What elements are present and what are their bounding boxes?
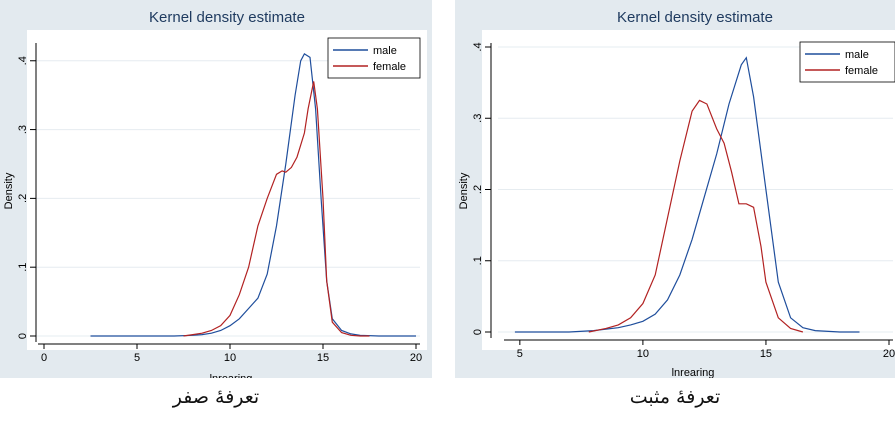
- legend-label-male: male: [373, 45, 397, 57]
- legend-box: [327, 37, 421, 79]
- x-axis-label: lnrearing: [210, 373, 253, 378]
- series-line-male: [514, 56, 860, 333]
- legend-label-female: female: [845, 65, 878, 77]
- legend-label-male: male: [845, 49, 869, 61]
- x-tick-label: 15: [317, 352, 329, 364]
- y-tick-label: .2: [472, 185, 484, 194]
- plot-area: [27, 30, 427, 350]
- x-tick-label: 5: [134, 352, 140, 364]
- x-tick-label: 15: [760, 348, 772, 360]
- y-tick-label: .3: [472, 114, 484, 123]
- y-tick-label: .3: [17, 125, 29, 134]
- x-tick-label: 20: [410, 352, 422, 364]
- y-tick-label: .4: [472, 42, 484, 51]
- chart-panel-right: Kernel density estimate lnrearing Densit…: [455, 0, 895, 378]
- x-tick-label: 20: [883, 348, 895, 360]
- y-tick-label: .2: [17, 194, 29, 203]
- density-chart-right: Kernel density estimate lnrearing Densit…: [455, 0, 895, 378]
- x-tick-label: 10: [224, 352, 236, 364]
- y-tick-label: .4: [17, 56, 29, 65]
- y-tick-label: .1: [17, 263, 29, 272]
- y-axis-label: Density: [458, 172, 470, 209]
- legend-label-female: female: [373, 61, 406, 73]
- y-tick-label: 0: [17, 333, 29, 339]
- x-axis-label: lnrearing: [672, 367, 715, 378]
- chart-panel-left: Kernel density estimate lnrearing Densit…: [0, 0, 432, 378]
- y-axis-label: Density: [3, 172, 15, 209]
- y-tick-label: .1: [472, 256, 484, 265]
- series-line-male: [90, 53, 416, 337]
- series-line-female: [183, 81, 370, 337]
- x-tick-label: 10: [637, 348, 649, 360]
- density-chart-left: Kernel density estimate lnrearing Densit…: [0, 0, 432, 378]
- series-line-female: [588, 99, 804, 333]
- chart-title: Kernel density estimate: [149, 9, 305, 26]
- x-tick-label: 0: [41, 352, 47, 364]
- x-tick-label: 5: [517, 348, 523, 360]
- caption-positive-tariff: تعرفۀ مثبت: [629, 386, 721, 408]
- y-tick-label: 0: [472, 329, 484, 335]
- legend-box: [799, 41, 895, 83]
- caption-zero-tariff: تعرفۀ صفر: [172, 386, 260, 408]
- chart-title: Kernel density estimate: [617, 9, 773, 26]
